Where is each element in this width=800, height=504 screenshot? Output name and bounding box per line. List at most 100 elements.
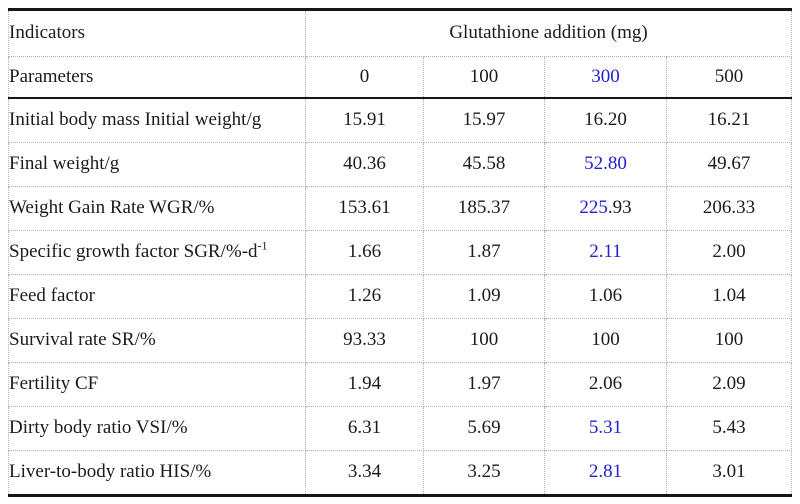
dose-column-header: 300 — [544, 56, 667, 99]
value-cell: 1.66 — [305, 230, 424, 275]
text-segment: Specific growth factor SGR/%-d — [9, 241, 258, 263]
row-label: Initial body mass Initial weight/g — [8, 97, 306, 143]
text-segment: 185.37 — [457, 197, 511, 219]
glutathione-group-header-cell: Glutathione addition (mg) — [304, 9, 793, 57]
text-segment: 5.43 — [712, 417, 746, 439]
text-segment: 100 — [714, 329, 744, 351]
value-cell: 185.37 — [423, 186, 545, 231]
value-cell: 5.43 — [665, 406, 793, 451]
value-cell: 1.06 — [544, 274, 667, 319]
value-cell: 5.31 — [544, 406, 667, 451]
text-segment: 49.67 — [707, 153, 751, 175]
text-segment: 2.06 — [588, 373, 623, 395]
table-row: Fertility CF 1.94 1.97 2.06 2.09 — [8, 362, 793, 407]
text-segment: Fertility CF — [9, 373, 99, 395]
text-segment: 1.87 — [467, 241, 501, 263]
text-segment: 6.31 — [347, 417, 382, 439]
text-segment: 1.09 — [467, 285, 501, 307]
value-cell: 1.09 — [423, 274, 545, 319]
row-label: Final weight/g — [8, 142, 306, 187]
value-cell: 1.97 — [423, 362, 545, 407]
text-segment: 40.36 — [343, 153, 386, 175]
value-cell: 3.25 — [423, 450, 545, 496]
text-segment: Initial body mass Initial weight/g — [9, 109, 262, 131]
dose-column-header: 0 — [305, 56, 424, 99]
value-cell: 2.09 — [665, 362, 793, 407]
text-segment: 15.91 — [343, 109, 386, 131]
text-segment: Feed factor — [9, 285, 95, 307]
value-cell: 2.11 — [544, 230, 667, 275]
value-cell: 52.80 — [544, 142, 667, 187]
text-segment: 225 — [579, 197, 608, 219]
text-segment: 2.09 — [712, 373, 746, 395]
text-segment: 1.26 — [347, 285, 382, 307]
table-row: Dirty body ratio VSI/% 6.31 5.69 5.31 5.43 — [8, 406, 793, 451]
row-label: Weight Gain Rate WGR/% — [8, 186, 306, 231]
value-cell: 2.06 — [544, 362, 667, 407]
text-segment: 2.11 — [589, 241, 622, 263]
table-row: Weight Gain Rate WGR/% 153.61 185.37 225.93… — [8, 186, 793, 231]
text-segment: Liver-to-body ratio HIS/% — [9, 461, 212, 483]
value-cell: 206.33 — [665, 186, 793, 231]
text-segment: .93 — [607, 197, 632, 219]
text-segment: 0 — [359, 65, 370, 87]
text-segment: 52.80 — [584, 153, 627, 175]
table-row: Specific growth factor SGR/%-d-1 1.66 1.87… — [8, 230, 793, 275]
text-segment: 1.94 — [347, 373, 382, 395]
value-cell: 5.69 — [423, 406, 545, 451]
indicators-header-cell: Indicators — [8, 9, 306, 57]
value-cell: 1.87 — [423, 230, 545, 275]
text-segment: Weight Gain Rate WGR/% — [9, 197, 215, 219]
value-cell: 15.97 — [423, 97, 545, 143]
value-cell: 16.21 — [665, 97, 793, 143]
row-label: Liver-to-body ratio HIS/% — [8, 450, 306, 496]
text-segment: 2.81 — [588, 461, 623, 483]
value-cell: 100 — [665, 318, 793, 363]
value-cell: 49.67 — [665, 142, 793, 187]
text-segment: 100 — [591, 329, 620, 351]
value-cell: 40.36 — [305, 142, 424, 187]
text-segment: 5.31 — [588, 417, 623, 439]
value-cell: 100 — [423, 318, 545, 363]
text-segment: 45.58 — [462, 153, 506, 175]
row-label: Specific growth factor SGR/%-d-1 — [8, 230, 306, 275]
text-segment: 3.01 — [712, 461, 746, 483]
value-cell: 2.81 — [544, 450, 667, 496]
dose-column-header: 500 — [665, 56, 793, 99]
value-cell: 1.94 — [305, 362, 424, 407]
value-cell: 100 — [544, 318, 667, 363]
value-cell: 225.93 — [544, 186, 667, 231]
text-segment: 1.97 — [467, 373, 501, 395]
text-segment: 206.33 — [702, 197, 756, 219]
table-body: Initial body mass Initial weight/g 15.91 1… — [8, 97, 793, 496]
text-segment: 16.21 — [707, 109, 751, 131]
text-segment: 3.25 — [467, 461, 501, 483]
row-label: Survival rate SR/% — [8, 318, 306, 363]
value-cell: 45.58 — [423, 142, 545, 187]
text-segment: 15.97 — [462, 109, 506, 131]
value-cell: 3.34 — [305, 450, 424, 496]
header-row-indicators: Indicators Glutathione addition (mg) — [8, 9, 793, 57]
header-row-parameters: Parameters 0 100 300 500 — [8, 56, 793, 99]
table-row: Final weight/g 40.36 45.58 52.80 49.67 — [8, 142, 793, 187]
text-segment: 2.00 — [712, 241, 746, 263]
value-cell: 153.61 — [305, 186, 424, 231]
text-segment: 500 — [714, 65, 744, 87]
superscript: -1 — [257, 238, 268, 253]
text-segment: 3.34 — [347, 461, 382, 483]
dose-column-header: 100 — [423, 56, 545, 99]
text-segment: 93.33 — [343, 329, 386, 351]
text-segment: 16.20 — [584, 109, 627, 131]
table-row: Initial body mass Initial weight/g 15.91 1… — [8, 97, 793, 143]
row-label: Fertility CF — [8, 362, 306, 407]
table-row: Survival rate SR/% 93.33 100 100 100 — [8, 318, 793, 363]
table-row: Feed factor 1.26 1.09 1.06 1.04 — [8, 274, 793, 319]
value-cell: 6.31 — [305, 406, 424, 451]
value-cell: 15.91 — [305, 97, 424, 143]
value-cell: 1.26 — [305, 274, 424, 319]
text-segment: 153.61 — [338, 197, 391, 219]
value-cell: 1.04 — [665, 274, 793, 319]
row-label: Dirty body ratio VSI/% — [8, 406, 306, 451]
text-segment: 100 — [469, 65, 499, 87]
